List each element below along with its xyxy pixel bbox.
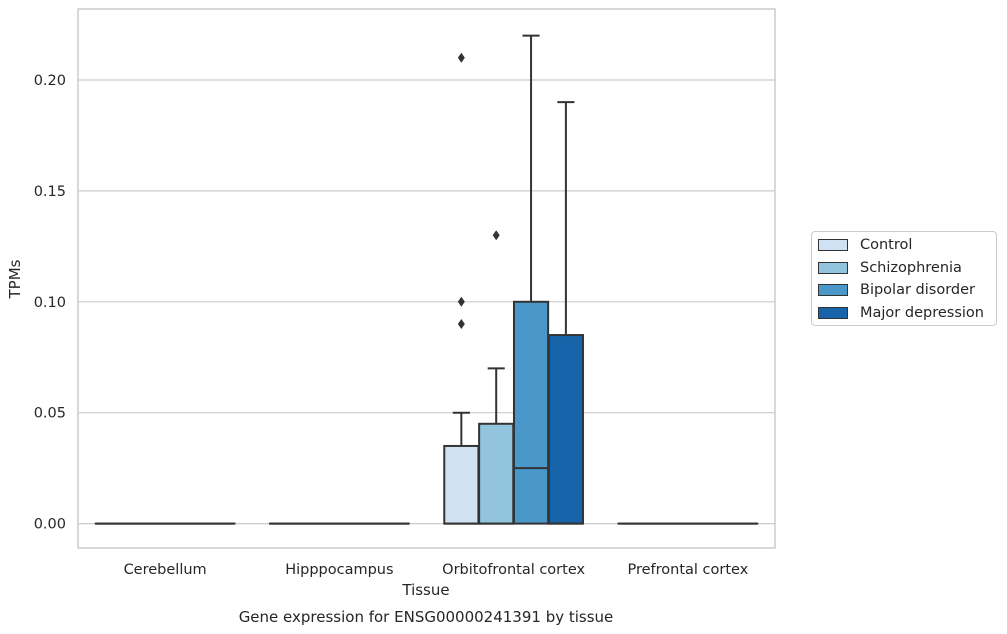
outlier-point bbox=[457, 296, 465, 307]
legend-item-major-depression: Major depression bbox=[818, 303, 984, 323]
x-tick-label: Cerebellum bbox=[124, 562, 207, 578]
outlier-point bbox=[457, 52, 465, 63]
legend-swatch-bipolar-disorder bbox=[818, 284, 848, 296]
y-tick-label: 0.20 bbox=[34, 73, 66, 89]
box-2-2 bbox=[512, 34, 550, 525]
legend-swatch-control bbox=[818, 239, 848, 251]
legend-swatch-schizophrenia bbox=[818, 262, 848, 274]
x-tick-labels: Cerebellum Hipppocampus Orbitofrontal cort… bbox=[124, 562, 749, 578]
legend-item-control: Control bbox=[818, 235, 912, 255]
y-tick-label: 0.00 bbox=[34, 517, 66, 533]
box-3-2 bbox=[547, 101, 584, 525]
x-tick-label: Prefrontal cortex bbox=[627, 562, 748, 578]
box-body bbox=[512, 300, 550, 525]
box-body bbox=[547, 334, 584, 525]
y-tick-label: 0.15 bbox=[34, 184, 66, 200]
legend-label-bipolar-disorder: Bipolar disorder bbox=[860, 282, 975, 298]
plot-frame bbox=[77, 8, 776, 549]
y-tick-label: 0.05 bbox=[34, 406, 66, 422]
x-tick-label: Orbitofrontal cortex bbox=[442, 562, 585, 578]
chart-title: Gene expression for ENSG00000241391 by t… bbox=[239, 608, 614, 626]
legend-item-bipolar-disorder: Bipolar disorder bbox=[818, 280, 975, 300]
boxes bbox=[94, 34, 759, 525]
box-1-2 bbox=[478, 230, 515, 525]
y-tick-label: 0.10 bbox=[34, 295, 66, 311]
outlier-point bbox=[457, 318, 465, 329]
legend-item-schizophrenia: Schizophrenia bbox=[818, 258, 962, 278]
legend-label-control: Control bbox=[860, 237, 913, 253]
box-body bbox=[443, 444, 480, 525]
y-tick-labels: 0.00 0.05 0.10 0.15 0.20 bbox=[34, 73, 66, 533]
gridlines bbox=[78, 79, 775, 525]
x-tick-label: Hipppocampus bbox=[285, 562, 393, 578]
legend-label-major-depression: Major depression bbox=[860, 305, 984, 321]
y-axis-label: TPMs bbox=[6, 259, 24, 299]
legend-label-schizophrenia: Schizophrenia bbox=[860, 260, 962, 276]
box-body bbox=[478, 422, 515, 525]
box-0-2 bbox=[443, 52, 480, 525]
outlier-point bbox=[492, 230, 500, 241]
x-axis-label: Tissue bbox=[401, 581, 449, 599]
legend: Control Schizophrenia Bipolar disorder M… bbox=[811, 231, 997, 326]
legend-swatch-major-depression bbox=[818, 307, 848, 319]
